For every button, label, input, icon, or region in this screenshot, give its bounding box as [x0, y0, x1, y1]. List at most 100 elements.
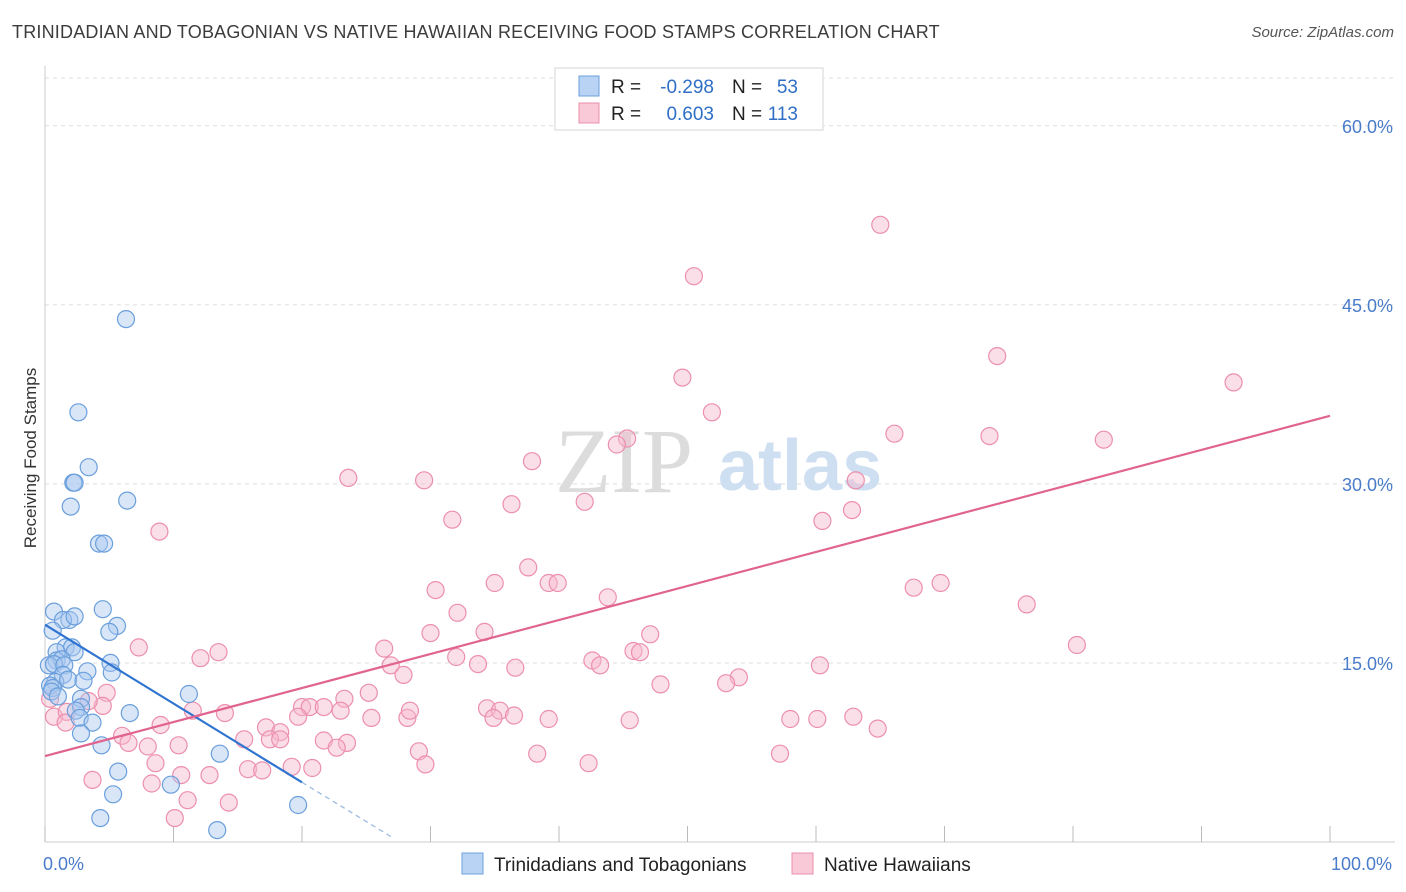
- y-tick-label-3: 60.0%: [1342, 117, 1393, 137]
- point-hawaiian-62: [289, 707, 308, 726]
- point-hawaiian-75: [868, 719, 887, 738]
- point-hawaiian-27: [426, 580, 445, 600]
- grid-lines: [45, 77, 1395, 664]
- point-hawaiian-74: [844, 707, 863, 726]
- point-trinidadian-6: [61, 497, 80, 516]
- point-hawaiian-42: [191, 649, 210, 668]
- point-hawaiian-24: [548, 573, 567, 593]
- point-hawaiian-79: [56, 713, 75, 732]
- point-hawaiian-33: [641, 625, 660, 644]
- point-hawaiian-59: [314, 697, 333, 717]
- point-hawaiian-13: [415, 471, 434, 490]
- point-hawaiian-88: [138, 737, 157, 756]
- chart-source: Source: ZipAtlas.com: [1251, 24, 1394, 41]
- point-hawaiian-72: [781, 709, 800, 729]
- point-trinidadian-36: [179, 684, 198, 704]
- watermark-atlas: atlas: [718, 426, 882, 506]
- point-hawaiian-51: [651, 675, 670, 694]
- point-hawaiian-103: [200, 765, 219, 785]
- point-hawaiian-1: [684, 267, 704, 286]
- point-trinidadian-46: [161, 775, 180, 794]
- point-hawaiian-15: [575, 492, 594, 511]
- point-trinidadian-17: [56, 638, 75, 657]
- point-hawaiian-73: [808, 709, 827, 729]
- point-hawaiian-97: [238, 760, 258, 779]
- point-trinidadian-25: [55, 656, 74, 675]
- point-hawaiian-10: [607, 435, 626, 454]
- point-hawaiian-85: [271, 730, 290, 749]
- point-hawaiian-83: [235, 730, 254, 749]
- point-trinidadian-7: [89, 534, 109, 553]
- point-hawaiian-96: [146, 754, 165, 773]
- point-hawaiian-54: [335, 689, 354, 708]
- series-native-hawaiians: [40, 215, 1243, 828]
- legend-r-value-2: 0.603: [666, 104, 714, 125]
- point-trinidadian-48: [289, 795, 308, 815]
- trend-lines: [44, 414, 1331, 838]
- point-hawaiian-19: [813, 511, 832, 531]
- point-hawaiian-12: [339, 468, 358, 487]
- point-hawaiian-55: [93, 696, 112, 716]
- point-hawaiian-101: [416, 755, 435, 774]
- legend-box: R = -0.298 N = 53 R = 0.603 N = 113: [554, 67, 824, 131]
- point-hawaiian-35: [129, 638, 148, 657]
- point-hawaiian-91: [337, 733, 357, 753]
- point-hawaiian-48: [394, 665, 413, 685]
- point-hawaiian-2: [988, 347, 1007, 366]
- bottom-legend: Trinidadians and Tobagonians Native Hawa…: [461, 852, 971, 876]
- point-trinidadian-51: [48, 687, 68, 706]
- point-trinidadian-50: [208, 820, 227, 840]
- point-trinidadian-31: [58, 670, 78, 689]
- point-hawaiian-81: [256, 718, 276, 737]
- point-trinidadian-27: [78, 662, 97, 681]
- point-hawaiian-52: [359, 683, 378, 702]
- point-hawaiian-68: [504, 706, 524, 725]
- point-trinidadian-2: [79, 458, 98, 477]
- point-hawaiian-108: [219, 793, 238, 812]
- point-trinidadian-52: [74, 671, 93, 690]
- point-hawaiian-7: [1094, 430, 1113, 449]
- point-hawaiian-106: [142, 774, 161, 793]
- point-hawaiian-11: [522, 452, 542, 471]
- point-hawaiian-64: [398, 708, 417, 728]
- trend-line-hawaiian: [44, 414, 1331, 758]
- point-hawaiian-100: [303, 758, 322, 778]
- point-hawaiian-39: [209, 643, 228, 662]
- point-hawaiian-37: [624, 641, 643, 661]
- point-hawaiian-6: [980, 427, 999, 446]
- point-trinidadian-8: [94, 534, 114, 553]
- y-tick-label-0: 15.0%: [1342, 654, 1393, 674]
- point-trinidadian-12: [65, 607, 84, 626]
- point-hawaiian-20: [150, 522, 169, 541]
- y-tick-label-1: 30.0%: [1342, 475, 1393, 495]
- point-hawaiian-17: [842, 501, 862, 520]
- legend-n-value-2: 113: [768, 104, 798, 125]
- point-hawaiian-50: [716, 674, 736, 693]
- point-hawaiian-98: [253, 761, 272, 780]
- point-hawaiian-3: [1224, 373, 1243, 392]
- x-tick-label-1: 100.0%: [1331, 854, 1392, 874]
- watermark-zip: ZIP: [555, 410, 693, 512]
- point-hawaiian-105: [83, 770, 102, 790]
- point-hawaiian-109: [165, 808, 184, 828]
- point-hawaiian-8: [885, 424, 904, 443]
- legend-n-label-2: N =: [732, 104, 762, 125]
- bottom-legend-swatch-blue: [461, 852, 484, 875]
- point-trinidadian-4: [65, 473, 84, 492]
- y-axis-label: Receiving Food Stamps: [21, 368, 40, 548]
- point-hawaiian-18: [443, 510, 462, 529]
- point-hawaiian-87: [119, 733, 138, 753]
- tick-labels: 15.0% 30.0% 45.0% 60.0% 0.0% 100.0%: [43, 117, 1393, 874]
- point-hawaiian-9: [617, 429, 637, 448]
- watermark: ZIP atlas: [555, 410, 882, 512]
- point-hawaiian-67: [490, 701, 509, 720]
- point-hawaiian-14: [846, 471, 865, 490]
- bottom-legend-label-1: Trinidadians and Tobagonians: [494, 855, 746, 876]
- point-hawaiian-84: [260, 730, 279, 749]
- x-tick-label-0: 0.0%: [43, 854, 84, 874]
- point-hawaiian-69: [484, 708, 503, 728]
- point-hawaiian-58: [331, 701, 350, 720]
- point-hawaiian-22: [485, 573, 504, 593]
- point-hawaiian-45: [468, 654, 488, 674]
